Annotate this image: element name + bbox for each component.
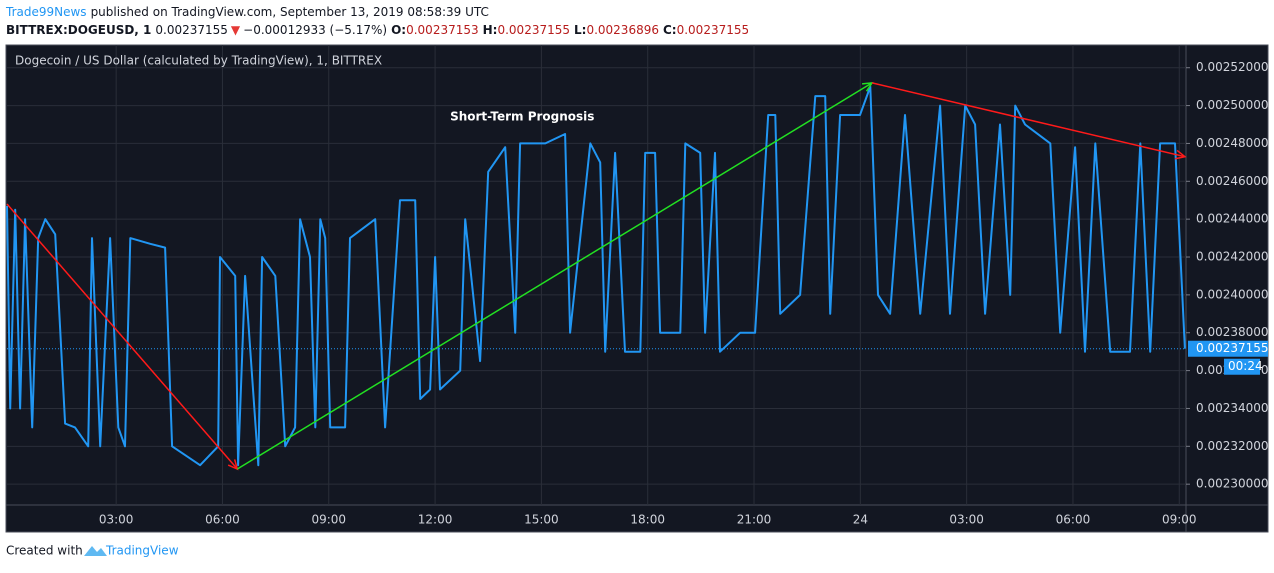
y-tick-label: 0.00242000 xyxy=(1196,250,1269,264)
price-line xyxy=(6,85,1186,467)
x-tick-label: 18:00 xyxy=(630,513,665,527)
close-label: C: xyxy=(663,23,677,37)
low-label: L: xyxy=(574,23,586,37)
y-tick-label: 0.00252000 xyxy=(1196,60,1269,74)
logo xyxy=(84,546,107,556)
y-tick-label: 0.00232000 xyxy=(1196,439,1269,453)
price-box xyxy=(1188,340,1268,357)
y-tick-label: 0.00230000 xyxy=(1196,477,1269,491)
y-tick-label: 0.00244000 xyxy=(1196,212,1269,226)
footer-text: Created with xyxy=(6,544,83,558)
y-tick-label: 0.00238000 xyxy=(1196,325,1269,339)
trend-arrow xyxy=(236,82,873,470)
x-tick-label: 06:00 xyxy=(1056,513,1091,527)
x-tick-label: 09:00 xyxy=(1162,513,1197,527)
trend-arrow xyxy=(871,82,1186,158)
low: 0.00236896 xyxy=(586,23,659,37)
trend-arrow xyxy=(6,203,238,470)
direction: ▼ xyxy=(231,23,241,37)
x-tick-label: 03:00 xyxy=(949,513,984,527)
high: 0.00237155 xyxy=(497,23,570,37)
y-tick-label: 0.00234000 xyxy=(1196,401,1269,415)
annotation: Short-Term Prognosis xyxy=(450,109,594,123)
x-tick-label: 03:00 xyxy=(99,513,134,527)
x-tick-label: 21:00 xyxy=(737,513,772,527)
arrow-head xyxy=(1175,149,1187,160)
y-tick-label: 0.00248000 xyxy=(1196,136,1269,150)
x-tick-label: 24 xyxy=(853,513,868,527)
countdown-box xyxy=(1224,358,1260,375)
y-tick-label: 0.00246000 xyxy=(1196,174,1269,188)
open: 0.00237153 xyxy=(406,23,479,37)
price-label: 0.00237155 xyxy=(1196,341,1269,355)
arrow-head xyxy=(862,81,874,92)
countdown: 00:24 xyxy=(1228,359,1263,373)
author[interactable]: Trade99News xyxy=(5,5,87,19)
x-tick-label: 06:00 xyxy=(205,513,240,527)
symbol: BITTREX:DOGEUSD, 1 xyxy=(6,23,151,37)
y-tick-label: 0.00250000 xyxy=(1196,98,1269,112)
published: published on TradingView.com, September … xyxy=(91,5,489,19)
chart-title: Dogecoin / US Dollar (calculated by Trad… xyxy=(15,54,382,68)
quote-line: BITTREX:DOGEUSD, 1 0.00237155 ▼ −0.00012933… xyxy=(6,23,749,37)
y-tick-label: 0.00240000 xyxy=(1196,287,1269,301)
price: 0.00237155 xyxy=(155,23,228,37)
high-label: H: xyxy=(483,23,498,37)
x-tick-label: 15:00 xyxy=(524,513,559,527)
chart-frame xyxy=(5,44,1269,533)
footer-brand[interactable]: TradingView xyxy=(105,544,179,558)
plot: 0.002300000.002320000.002340000.00236000… xyxy=(6,45,1269,527)
open-label: O: xyxy=(391,23,406,37)
close: 0.00237155 xyxy=(677,23,750,37)
header-line: Trade99News published on TradingView.com,… xyxy=(5,5,489,19)
x-tick-label: 12:00 xyxy=(418,513,453,527)
change: −0.00012933 (−5.17%) xyxy=(243,23,387,37)
x-tick-label: 09:00 xyxy=(311,513,346,527)
